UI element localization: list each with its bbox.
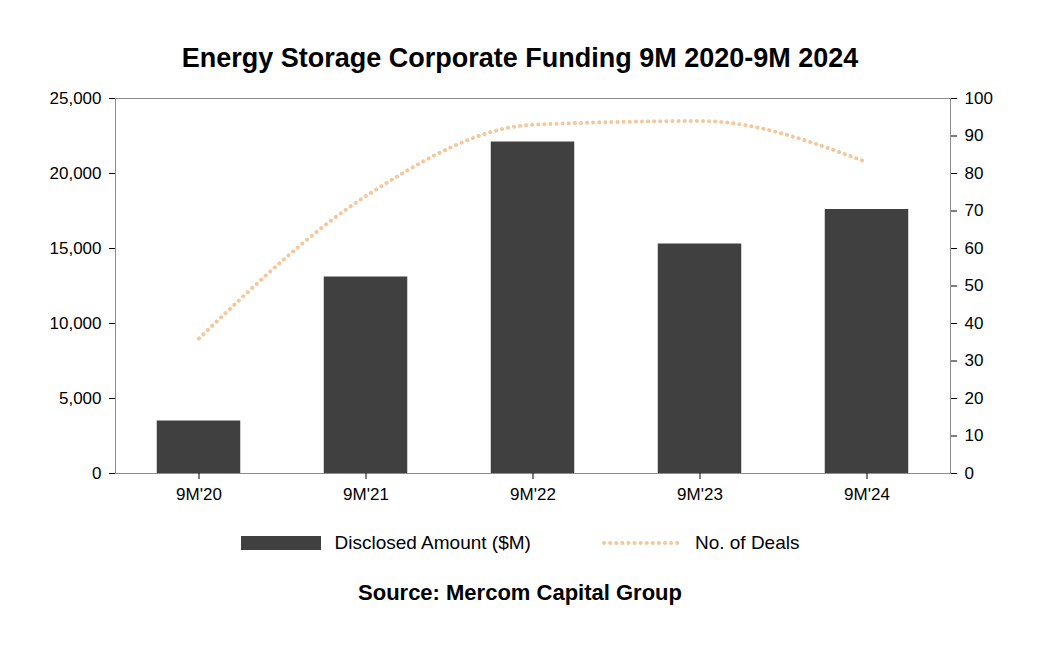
svg-text:20,000: 20,000 — [50, 164, 102, 183]
svg-text:20: 20 — [965, 389, 984, 408]
svg-text:9M'23: 9M'23 — [677, 485, 723, 504]
html-text:Source: Mercom Capital Group: Source: Mercom Capital Group — [358, 580, 682, 605]
html-text:No. of Deals: No. of Deals — [694, 532, 800, 553]
svg-text:40: 40 — [965, 314, 984, 333]
svg-text:25,000: 25,000 — [50, 89, 102, 108]
svg-text:0: 0 — [965, 464, 974, 483]
svg-text:15,000: 15,000 — [50, 239, 102, 258]
svg-text:0: 0 — [92, 464, 101, 483]
svg-text:9M'20: 9M'20 — [176, 485, 222, 504]
svg-text:5,000: 5,000 — [59, 389, 102, 408]
svg-text:80: 80 — [965, 164, 984, 183]
svg-text:9M'21: 9M'21 — [343, 485, 389, 504]
svg-text:10: 10 — [965, 426, 984, 445]
svg-text:9M'22: 9M'22 — [510, 485, 556, 504]
html-text:Disclosed Amount ($M): Disclosed Amount ($M) — [334, 532, 531, 553]
svg-text:100: 100 — [965, 89, 993, 108]
svg-text:10,000: 10,000 — [50, 314, 102, 333]
svg-text:30: 30 — [965, 351, 984, 370]
svg-text:50: 50 — [965, 276, 984, 295]
svg-text:9M'24: 9M'24 — [844, 485, 890, 504]
svg-text:70: 70 — [965, 201, 984, 220]
svg-text:90: 90 — [965, 126, 984, 145]
svg-text:60: 60 — [965, 239, 984, 258]
html-text:Energy Storage Corporate Fundi: Energy Storage Corporate Funding 9M 2020… — [181, 43, 859, 73]
